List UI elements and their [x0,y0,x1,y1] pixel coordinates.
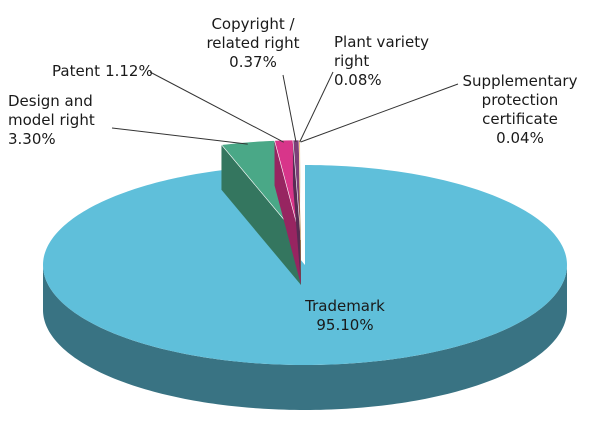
slice-edge [221,144,301,285]
category: Design and model right [8,92,95,129]
slice-side [43,265,567,410]
category: Patent [52,62,101,80]
slice-label: Trademark 95.10% [295,297,395,335]
value-label: 1.12% [105,62,153,80]
leader-line [282,74,297,143]
slice-edge [274,140,301,285]
category: Supplementary protection certificate [462,72,578,128]
slice-label: Copyright / related right 0.37% [198,15,308,72]
slice-edge [292,140,301,285]
value-label: 0.04% [496,129,544,147]
category: Plant variety right [334,33,429,70]
slice-label: Plant variety right 0.08% [334,33,452,90]
slice-label: Design and model right 3.30% [8,92,108,149]
category: Copyright / related right [206,15,300,52]
leader-line [149,71,284,143]
slice-label: Supplementary protection certificate 0.04… [455,72,585,148]
leader-line [300,83,459,143]
value-label: 3.30% [8,130,56,148]
leader-line [299,71,334,143]
value-label: 0.08% [334,71,382,89]
value-label: 0.37% [229,53,277,71]
slice [43,165,567,365]
slice-label: Patent 1.12% [52,62,192,81]
category: Trademark [305,297,385,315]
value-label: 95.10% [316,316,374,334]
leader-line [111,127,248,145]
